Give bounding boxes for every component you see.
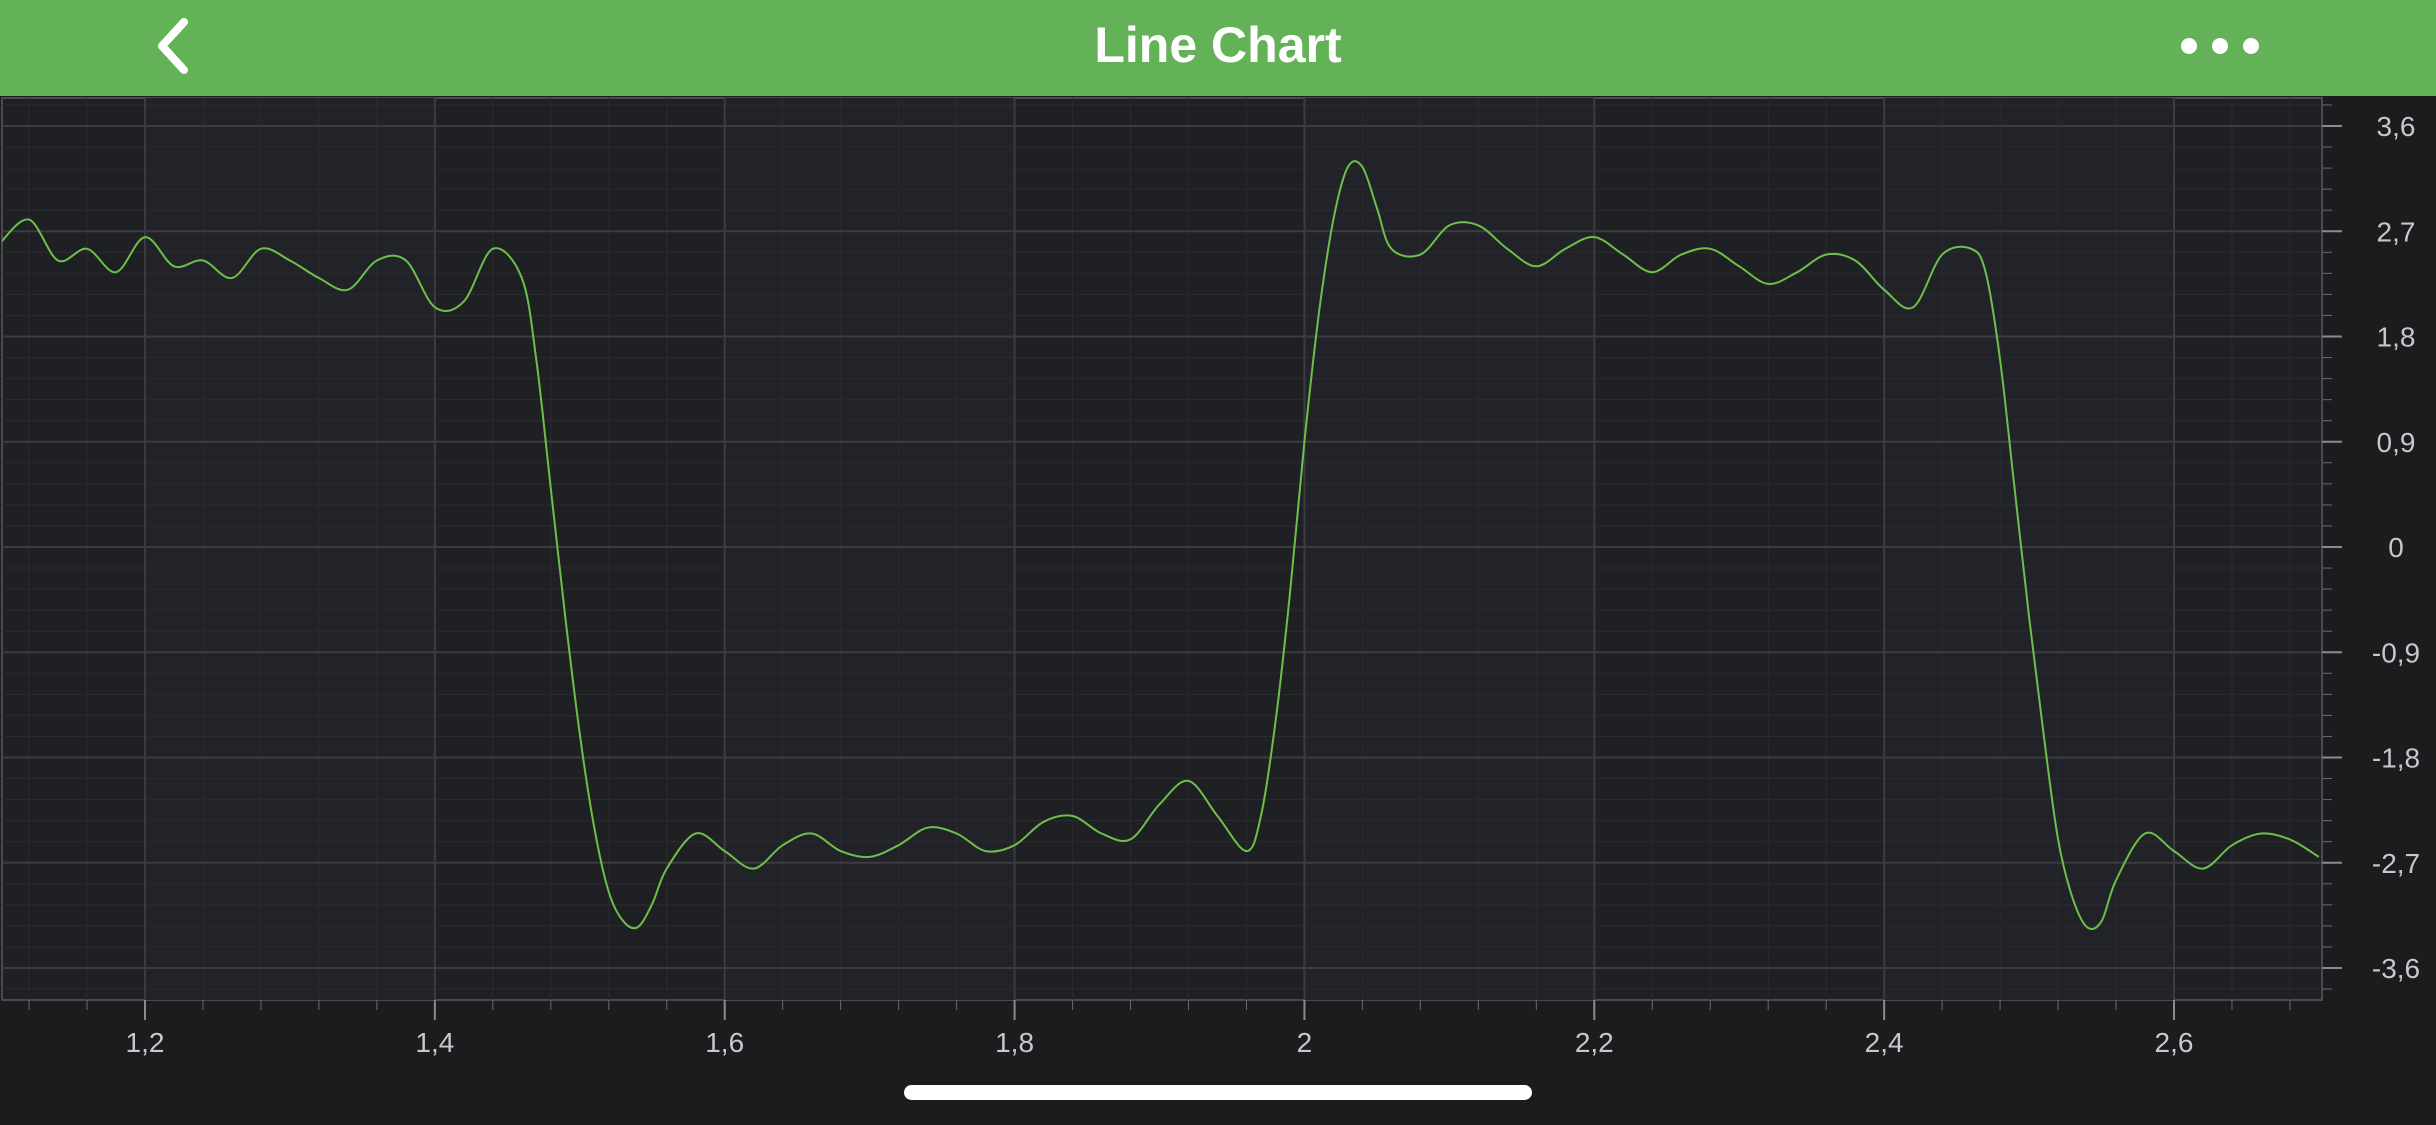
x-band	[724, 98, 1015, 1000]
x-band	[145, 98, 435, 1000]
x-tick-label: 2,4	[1865, 1027, 1904, 1058]
y-tick-label: -2,7	[2372, 848, 2420, 879]
y-tick-label: 0	[2388, 532, 2404, 563]
x-tick-label: 2,2	[1575, 1027, 1614, 1058]
plot-area	[1, 97, 2323, 1001]
page-title: Line Chart	[1094, 17, 1342, 73]
x-tick-label: 2,6	[2155, 1027, 2194, 1058]
x-axis: 1,2 1,4 1,6 1,8 2 2,2 2,4 2,6	[28, 1000, 2291, 1058]
y-tick-label: 1,8	[2377, 322, 2416, 353]
y-tick-label: -0,9	[2372, 637, 2420, 668]
y-tick-label: -1,8	[2372, 743, 2420, 774]
chevron-left-icon	[158, 18, 188, 74]
x-tick-label: 1,4	[415, 1027, 454, 1058]
major-grid	[2, 98, 2322, 1000]
x-tick-label: 2	[1297, 1027, 1313, 1058]
back-button[interactable]	[148, 14, 208, 78]
x-tick-label: 1,2	[126, 1027, 165, 1058]
more-button[interactable]	[2180, 26, 2260, 66]
ellipsis-icon	[2181, 38, 2259, 54]
series-layer	[2, 160, 2320, 931]
y-axis: 3,6 2,7 1,8 0,9 0 -0,9 -1,8 -2,7 -3,6	[2322, 104, 2420, 990]
series-line	[2, 160, 2320, 931]
x-tick-label: 1,6	[705, 1027, 744, 1058]
home-indicator	[904, 1085, 1532, 1100]
x-band	[1304, 98, 1595, 1000]
x-band	[1884, 98, 2174, 1000]
y-tick-label: 0,9	[2377, 427, 2416, 458]
y-tick-label: 2,7	[2377, 216, 2416, 247]
y-tick-label: 3,6	[2377, 111, 2416, 142]
navigation-bar: Line Chart	[0, 0, 2436, 96]
y-tick-label: -3,6	[2372, 953, 2420, 984]
line-chart[interactable]: 3,62,71,80,90-0,9-1,8-2,7-3,6 1,2 1,4 1,6 1…	[0, 96, 2436, 1060]
x-tick-label: 1,8	[995, 1027, 1034, 1058]
